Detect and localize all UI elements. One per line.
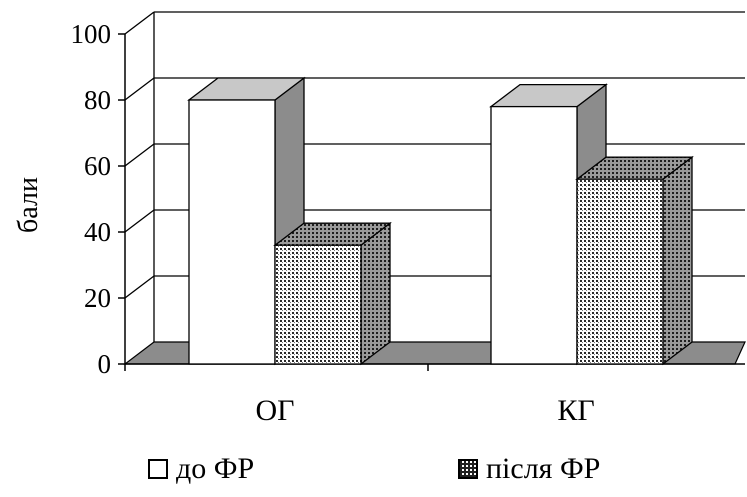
- bar-after-og-side: [360, 221, 391, 366]
- y-tick-label: 60: [84, 151, 111, 181]
- legend-label-after: після ФР: [486, 452, 601, 485]
- bar-before-kg: [490, 105, 578, 365]
- y-tick-label: 80: [84, 85, 111, 115]
- y-axis-label: бали: [13, 177, 44, 233]
- y-tick-label: 20: [84, 283, 111, 313]
- gridline-diagonal: [124, 11, 155, 35]
- gridline-diagonal: [124, 275, 155, 299]
- legend-label-before: до ФР: [176, 452, 255, 485]
- y-tick-label: 100: [71, 19, 112, 49]
- bar-after-kg-side: [662, 155, 693, 366]
- y-tick-label: 0: [98, 349, 112, 379]
- legend-item-before: до ФР: [148, 452, 254, 486]
- gridline-diagonal: [124, 143, 155, 167]
- legend-swatch-after: [458, 459, 478, 479]
- x-category-label: ОГ: [255, 394, 294, 427]
- gridline-diagonal: [124, 77, 155, 101]
- legend-item-after: після ФР: [458, 452, 600, 486]
- x-category-label: КГ: [557, 394, 594, 427]
- bar-before-og: [188, 99, 276, 365]
- bar-after-kg: [576, 178, 664, 365]
- legend: до ФР після ФР: [0, 452, 747, 492]
- bar-after-og: [274, 244, 362, 365]
- y-tick-label: 40: [84, 217, 111, 247]
- gridline-diagonal: [124, 209, 155, 233]
- legend-swatch-before: [148, 459, 168, 479]
